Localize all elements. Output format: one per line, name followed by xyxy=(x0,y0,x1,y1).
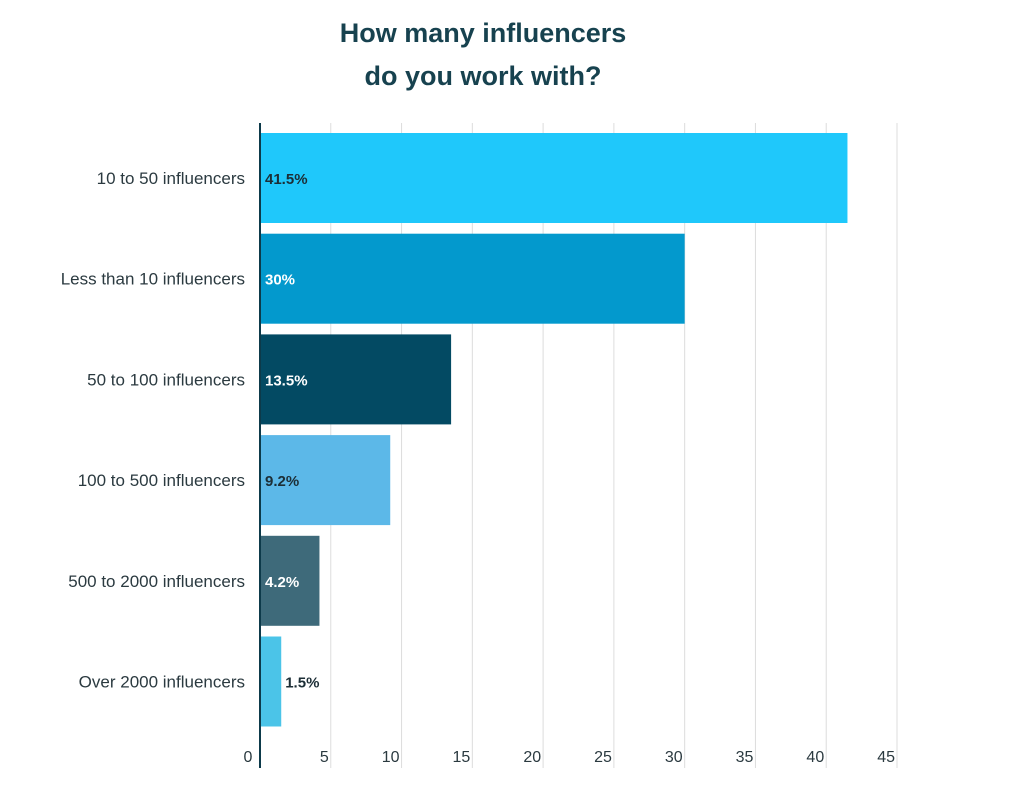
data-label-0: 41.5% xyxy=(265,171,308,188)
x-tick-label-30: 30 xyxy=(665,749,683,766)
bar-4 xyxy=(260,535,320,626)
x-tick-label-5: 5 xyxy=(320,749,329,766)
x-tick-label-25: 25 xyxy=(594,749,612,766)
x-tick-label-35: 35 xyxy=(736,749,754,766)
bars xyxy=(260,133,848,727)
category-label-5: Over 2000 influencers xyxy=(79,673,245,692)
x-tick-label-40: 40 xyxy=(806,749,824,766)
data-label-4: 4.2% xyxy=(265,574,299,591)
gridlines xyxy=(330,123,898,768)
x-tick-label-0: 0 xyxy=(244,749,253,766)
data-label-2: 13.5% xyxy=(265,372,308,389)
category-label-3: 100 to 500 influencers xyxy=(78,471,245,490)
chart-title-line-1: How many influencers xyxy=(339,18,627,48)
chart-title: How many influencers do you work with? xyxy=(0,12,966,98)
bar-5 xyxy=(260,636,282,727)
category-label-1: Less than 10 influencers xyxy=(61,270,245,289)
x-tick-label-15: 15 xyxy=(453,749,471,766)
bar-3 xyxy=(260,435,391,526)
data-label-3: 9.2% xyxy=(265,473,299,490)
bar-1 xyxy=(260,233,685,324)
bar-0 xyxy=(260,133,848,223)
x-tick-label-20: 20 xyxy=(523,749,541,766)
bar-2 xyxy=(260,334,452,425)
data-label-1: 30% xyxy=(265,272,295,289)
category-label-4: 500 to 2000 influencers xyxy=(68,572,245,591)
x-tick-label-45: 45 xyxy=(877,749,895,766)
labels: 0 5 10 15 20 25 30 35 40 45 10 to 50 influencers 41… xyxy=(61,169,895,766)
category-label-0: 10 to 50 influencers xyxy=(97,169,245,188)
chart-title-line-2: do you work with? xyxy=(364,61,602,91)
data-label-5: 1.5% xyxy=(285,675,319,692)
x-tick-label-10: 10 xyxy=(382,749,400,766)
category-label-2: 50 to 100 influencers xyxy=(87,370,245,389)
